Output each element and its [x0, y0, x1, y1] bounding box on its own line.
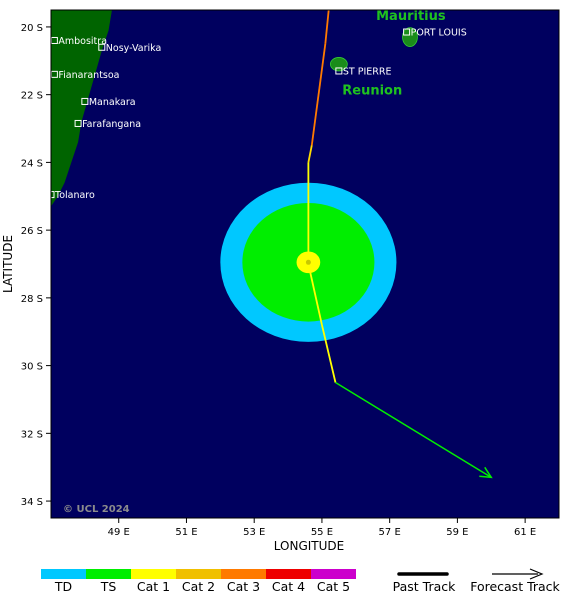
forecast-arrow-icon — [529, 568, 544, 580]
legend-swatch-ts — [86, 569, 131, 579]
city-marker-icon — [81, 97, 89, 105]
y-tick-label: 24 S — [21, 158, 43, 169]
legend-category-label: Cat 2 — [182, 579, 215, 594]
legend: TD TS Cat 1 Cat 2 Cat 3 Cat 4 Cat 5 Past Track… — [41, 568, 561, 594]
y-tick-label: 30 S — [21, 362, 43, 373]
past-track-segment — [307, 263, 323, 326]
city-marker-icon — [403, 28, 411, 36]
y-tick-label: 22 S — [21, 91, 43, 102]
city-marker-icon — [335, 67, 343, 75]
city-label: Ambositra — [58, 36, 107, 47]
legend-category-label: TS — [100, 579, 117, 594]
past-track-segment — [310, 43, 327, 146]
axis-ticks: 49 E 51 E 53 E 55 E 57 E 59 E 61 E 20 S 22 S 24 S… — [21, 23, 537, 538]
city-marker-icon — [98, 43, 106, 51]
map-frame — [50, 9, 560, 519]
city-label: PORT LOUIS — [411, 28, 467, 39]
city-label: Manakara — [89, 97, 136, 108]
forecast-track-legend: Forecast Track — [470, 568, 561, 594]
past-track-segment — [321, 324, 337, 383]
x-tick-label: 49 E — [108, 527, 130, 538]
x-tick-label: 61 E — [514, 527, 536, 538]
city-marker-icon — [74, 119, 82, 127]
x-tick-label: 51 E — [175, 527, 197, 538]
legend-swatch-td — [41, 569, 86, 579]
island-mauritius — [402, 27, 418, 47]
legend-category-label: Cat 3 — [227, 579, 260, 594]
legend-swatch-cat-1 — [131, 569, 176, 579]
past-track-legend: Past Track — [393, 572, 456, 594]
city-label: Farafangana — [82, 119, 141, 130]
forecast-arrow-icon — [479, 466, 493, 479]
x-tick-label: 57 E — [379, 527, 401, 538]
x-tick-label: 55 E — [311, 527, 333, 538]
y-tick-label: 34 S — [21, 497, 43, 508]
y-tick-label: 20 S — [21, 23, 43, 34]
city-label: Nosy-Varika — [106, 43, 161, 54]
island-reunion — [329, 57, 348, 72]
legend-swatch-cat-2 — [176, 569, 221, 579]
y-tick-label: 32 S — [21, 429, 43, 440]
legend-category-label: Cat 4 — [272, 579, 305, 594]
city-label: Tolanaro — [54, 190, 95, 201]
copyright-text: © UCL 2024 — [63, 504, 130, 515]
city-label: Fianarantsoa — [58, 70, 119, 81]
x-tick-label: 59 E — [446, 527, 468, 538]
y-tick-label: 28 S — [21, 294, 43, 305]
past-track-segment — [324, 10, 330, 44]
legend-category-label: Cat 1 — [137, 579, 170, 594]
legend-category-label: TD — [54, 579, 72, 594]
forecast-track-label: Forecast Track — [470, 579, 560, 594]
island-label: Mauritius — [376, 9, 446, 24]
y-tick-label: 26 S — [21, 226, 43, 237]
legend-category-label: Cat 5 — [317, 579, 350, 594]
city-label: ST PIERRE — [343, 66, 392, 77]
legend-swatch-cat-4 — [266, 569, 311, 579]
legend-swatch-cat-5 — [311, 569, 356, 579]
x-tick-label: 53 E — [243, 527, 265, 538]
category-color-bar: TD TS Cat 1 Cat 2 Cat 3 Cat 4 Cat 5 — [41, 569, 356, 594]
past-track-segment — [307, 145, 313, 163]
city-marker-icon — [51, 191, 55, 199]
x-axis-title: LONGITUDE — [274, 539, 344, 553]
storm-center-icon — [305, 259, 311, 265]
y-axis-title: LATITUDE — [1, 235, 15, 293]
island-label: Reunion — [342, 84, 402, 99]
legend-swatch-cat-3 — [221, 569, 266, 579]
madagascar-land — [51, 10, 112, 207]
past-track-label: Past Track — [393, 579, 456, 594]
forecast-track-line — [335, 381, 492, 479]
